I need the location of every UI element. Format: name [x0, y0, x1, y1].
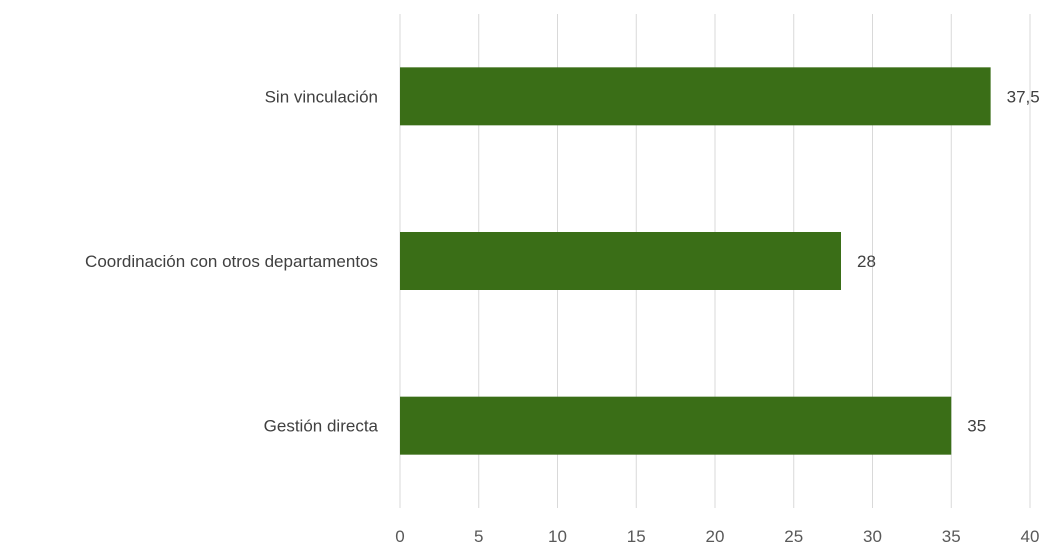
category-label: Coordinación con otros departamentos: [85, 252, 378, 271]
data-labels: 37,5 28 35: [857, 87, 1040, 435]
data-label: 37,5: [1007, 87, 1040, 106]
x-tick-label: 25: [784, 527, 803, 546]
bar: [400, 396, 952, 455]
bars: [400, 67, 991, 455]
category-label: Gestión directa: [264, 417, 379, 436]
x-tick-label: 30: [863, 527, 882, 546]
category-labels: Sin vinculación Coordinación con otros de…: [85, 87, 378, 435]
data-label: 28: [857, 252, 876, 271]
category-label: Sin vinculación: [265, 87, 378, 106]
x-tick-label: 35: [942, 527, 961, 546]
x-tick-label: 40: [1021, 527, 1040, 546]
x-tick-label: 5: [474, 527, 483, 546]
x-tick-label: 10: [548, 527, 567, 546]
data-label: 35: [967, 417, 986, 436]
x-tick-label: 0: [395, 527, 404, 546]
x-tick-label: 15: [627, 527, 646, 546]
x-tick-label: 20: [706, 527, 725, 546]
bar: [400, 232, 841, 290]
x-axis-ticks: 0 5 10 15 20 25 30 35 40: [395, 527, 1039, 546]
bar: [400, 67, 991, 126]
